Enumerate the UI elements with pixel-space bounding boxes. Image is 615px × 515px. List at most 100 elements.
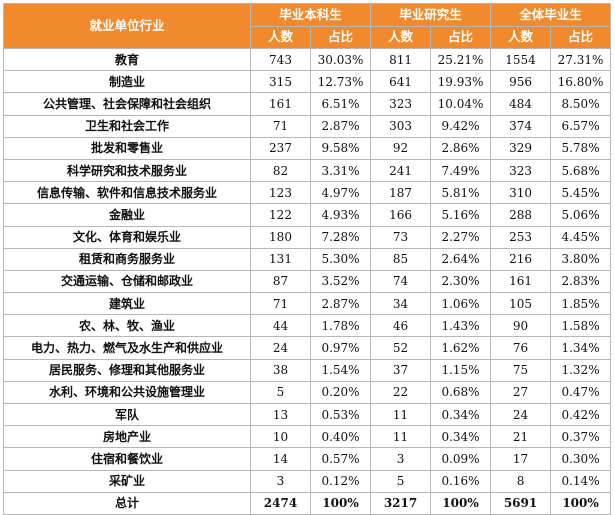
undergraduate-percent-cell: 5.30% — [309, 247, 372, 271]
all-graduates-count-cell: 288 — [490, 203, 552, 227]
table-row: 居民服务、修理和其他服务业 38 1.54% 37 1.15% 75 1.32% — [3, 358, 612, 382]
industry-cell: 居民服务、修理和其他服务业 — [3, 358, 251, 382]
undergraduate-count-cell: 82 — [250, 158, 311, 183]
table-row: 制造业 315 12.73% 641 19.93% 956 16.80% — [3, 70, 612, 94]
total-postgraduate-count-cell: 3217 — [370, 491, 432, 515]
postgraduate-count-cell: 11 — [370, 402, 432, 427]
undergraduate-count-cell: 71 — [250, 114, 311, 138]
all-graduates-count-cell: 329 — [490, 136, 552, 160]
all-graduates-count-cell: 374 — [490, 114, 552, 138]
undergraduate-count-cell: 122 — [250, 203, 311, 227]
total-postgraduate-percent-cell: 100% — [430, 491, 492, 515]
industry-cell: 农、林、牧、渔业 — [3, 314, 251, 338]
postgraduate-percent-cell: 25.21% — [430, 47, 492, 72]
undergraduate-count-cell: 315 — [250, 70, 311, 94]
undergraduate-count-cell: 123 — [250, 181, 311, 205]
postgraduate-count-cell: 46 — [370, 314, 432, 338]
table-row: 文化、体育和娱乐业 180 7.28% 73 2.27% 253 4.45% — [3, 225, 612, 249]
table-row: 住宿和餐饮业 14 0.57% 3 0.09% 17 0.30% — [3, 447, 612, 471]
all-graduates-count-cell: 484 — [490, 92, 552, 116]
all-graduates-count-cell: 27 — [490, 380, 552, 405]
industry-cell: 住宿和餐饮业 — [3, 447, 251, 471]
all-graduates-count-cell: 76 — [490, 336, 552, 360]
all-graduates-percent-cell: 1.58% — [550, 314, 612, 338]
undergraduate-percent-cell: 6.51% — [309, 92, 372, 116]
all-graduates-count-cell: 253 — [490, 225, 552, 249]
undergraduate-count-cell: 44 — [250, 314, 311, 338]
undergraduate-percent-cell: 0.20% — [309, 380, 372, 405]
postgraduate-percent-cell: 19.93% — [430, 70, 492, 94]
undergraduate-percent-cell: 0.12% — [309, 469, 372, 493]
undergraduate-count-cell: 237 — [250, 136, 311, 160]
postgraduate-percent-cell: 0.34% — [430, 402, 492, 427]
employment-industry-table: 就业单位行业 毕业本科生 毕业研究生 全体毕业生 人数 占比 人数 占比 人数 … — [3, 3, 612, 515]
all-graduates-percent-cell: 5.45% — [550, 181, 612, 205]
table-row: 农、林、牧、渔业 44 1.78% 46 1.43% 90 1.58% — [3, 314, 612, 338]
industry-cell: 信息传输、软件和信息技术服务业 — [3, 181, 251, 205]
table-row: 批发和零售业 237 9.58% 92 2.86% 329 5.78% — [3, 136, 612, 160]
undergraduate-count-cell: 3 — [250, 469, 311, 493]
all-graduates-count-cell: 956 — [490, 70, 552, 94]
postgraduate-percent-cell: 10.04% — [430, 92, 492, 116]
undergraduate-percent-cell: 7.28% — [309, 225, 372, 249]
undergraduate-percent-header: 占比 — [309, 25, 372, 49]
industry-cell: 房地产业 — [3, 425, 251, 449]
undergraduate-count-header: 人数 — [250, 25, 311, 49]
all-graduates-percent-cell: 0.42% — [550, 402, 612, 427]
postgraduate-count-cell: 34 — [370, 292, 432, 316]
undergraduate-count-cell: 24 — [250, 336, 311, 360]
all-graduates-count-cell: 90 — [490, 314, 552, 338]
postgraduate-count-cell: 3 — [370, 447, 432, 471]
undergraduate-percent-cell: 0.40% — [309, 425, 372, 449]
all-graduates-count-cell: 75 — [490, 358, 552, 382]
all-graduates-count-cell: 310 — [490, 181, 552, 205]
postgraduate-percent-cell: 0.34% — [430, 425, 492, 449]
undergraduate-percent-cell: 3.31% — [309, 158, 372, 183]
all-graduates-percent-cell: 6.57% — [550, 114, 612, 138]
all-graduates-count-cell: 24 — [490, 402, 552, 427]
table-row: 公共管理、社会保障和社会组织 161 6.51% 323 10.04% 484 8.50% — [3, 92, 612, 116]
total-undergraduate-count-cell: 2474 — [250, 491, 311, 515]
undergraduate-percent-cell: 0.97% — [309, 336, 372, 360]
undergraduate-count-cell: 71 — [250, 292, 311, 316]
all-graduates-percent-cell: 27.31% — [550, 47, 612, 72]
undergraduate-count-cell: 14 — [250, 447, 311, 471]
table-row: 电力、热力、燃气及水生产和供应业 24 0.97% 52 1.62% 76 1.34% — [3, 336, 612, 360]
postgraduate-count-cell: 11 — [370, 425, 432, 449]
postgraduate-percent-cell: 0.68% — [430, 380, 492, 405]
table-header: 就业单位行业 毕业本科生 毕业研究生 全体毕业生 人数 占比 人数 占比 人数 … — [3, 3, 612, 49]
all-graduates-percent-cell: 1.32% — [550, 358, 612, 382]
postgraduate-percent-cell: 7.49% — [430, 158, 492, 183]
postgraduate-percent-cell: 2.86% — [430, 136, 492, 160]
employment-industry-table-wrapper: 就业单位行业 毕业本科生 毕业研究生 全体毕业生 人数 占比 人数 占比 人数 … — [3, 3, 612, 515]
all-graduates-percent-cell: 5.78% — [550, 136, 612, 160]
industry-column-header: 就业单位行业 — [3, 3, 251, 49]
postgraduate-count-cell: 73 — [370, 225, 432, 249]
undergraduate-percent-cell: 2.87% — [309, 114, 372, 138]
all-graduates-count-cell: 216 — [490, 247, 552, 271]
postgraduate-count-cell: 5 — [370, 469, 432, 493]
all-graduates-percent-cell: 1.85% — [550, 292, 612, 316]
all-graduates-count-cell: 8 — [490, 469, 552, 493]
undergraduate-count-cell: 5 — [250, 380, 311, 405]
undergraduate-percent-cell: 4.93% — [309, 203, 372, 227]
undergraduate-percent-cell: 4.97% — [309, 181, 372, 205]
undergraduate-count-cell: 10 — [250, 425, 311, 449]
undergraduate-percent-cell: 1.54% — [309, 358, 372, 382]
undergraduate-percent-cell: 1.78% — [309, 314, 372, 338]
all-graduates-percent-cell: 4.45% — [550, 225, 612, 249]
postgraduate-percent-cell: 2.27% — [430, 225, 492, 249]
undergraduate-percent-cell: 30.03% — [309, 47, 372, 72]
postgraduate-count-cell: 303 — [370, 114, 432, 138]
industry-cell: 采矿业 — [3, 469, 251, 493]
undergraduate-percent-cell: 0.53% — [309, 402, 372, 427]
postgraduate-count-cell: 241 — [370, 158, 432, 183]
postgraduate-group-header: 毕业研究生 — [370, 3, 492, 27]
all-graduates-percent-header: 占比 — [550, 25, 612, 49]
all-graduates-percent-cell: 1.34% — [550, 336, 612, 360]
all-graduates-percent-cell: 8.50% — [550, 92, 612, 116]
table-row: 交通运输、仓储和邮政业 87 3.52% 74 2.30% 161 2.83% — [3, 269, 612, 294]
postgraduate-percent-cell: 1.15% — [430, 358, 492, 382]
table-row: 科学研究和技术服务业 82 3.31% 241 7.49% 323 5.68% — [3, 158, 612, 183]
total-undergraduate-percent-cell: 100% — [309, 491, 372, 515]
